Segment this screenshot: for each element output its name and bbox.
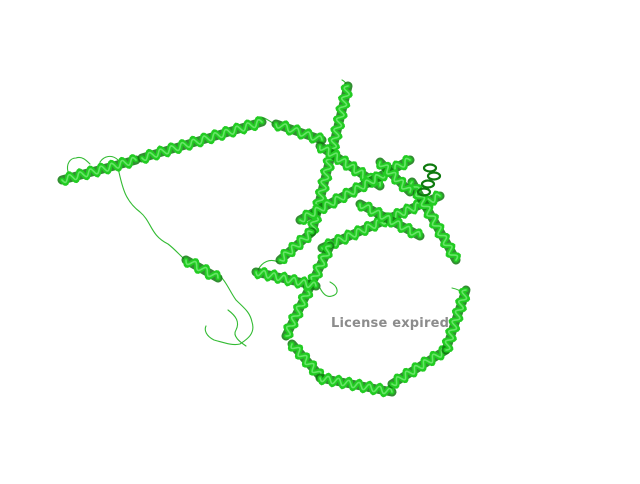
coil-loop xyxy=(204,271,254,346)
license-watermark: License expired xyxy=(331,316,450,331)
coil-loop xyxy=(319,281,338,297)
coil-loop xyxy=(66,156,91,173)
helix-highlight xyxy=(275,123,323,141)
helix-end-coil xyxy=(422,163,438,173)
helix-highlight xyxy=(290,343,322,377)
helix-end-coil xyxy=(420,179,436,189)
coil-loop xyxy=(117,167,189,263)
helix-highlight xyxy=(185,259,219,279)
helix-highlight xyxy=(319,375,393,395)
helix-highlight xyxy=(409,181,459,261)
helix-highlight xyxy=(391,347,447,387)
helix-highlight xyxy=(279,230,313,262)
helix-highlight xyxy=(359,203,421,237)
helix-highlight xyxy=(255,269,317,289)
helix-end-coil xyxy=(416,187,432,197)
helix-segments xyxy=(57,81,471,398)
helix-highlight xyxy=(444,289,468,351)
helix-highlight xyxy=(378,161,412,193)
coil-loop xyxy=(227,309,247,347)
helix-end-coil xyxy=(426,171,442,181)
helix-highlight xyxy=(61,156,137,184)
helix-highlight xyxy=(285,245,331,337)
helix-highlight xyxy=(141,119,263,161)
coil-loop xyxy=(99,155,119,163)
